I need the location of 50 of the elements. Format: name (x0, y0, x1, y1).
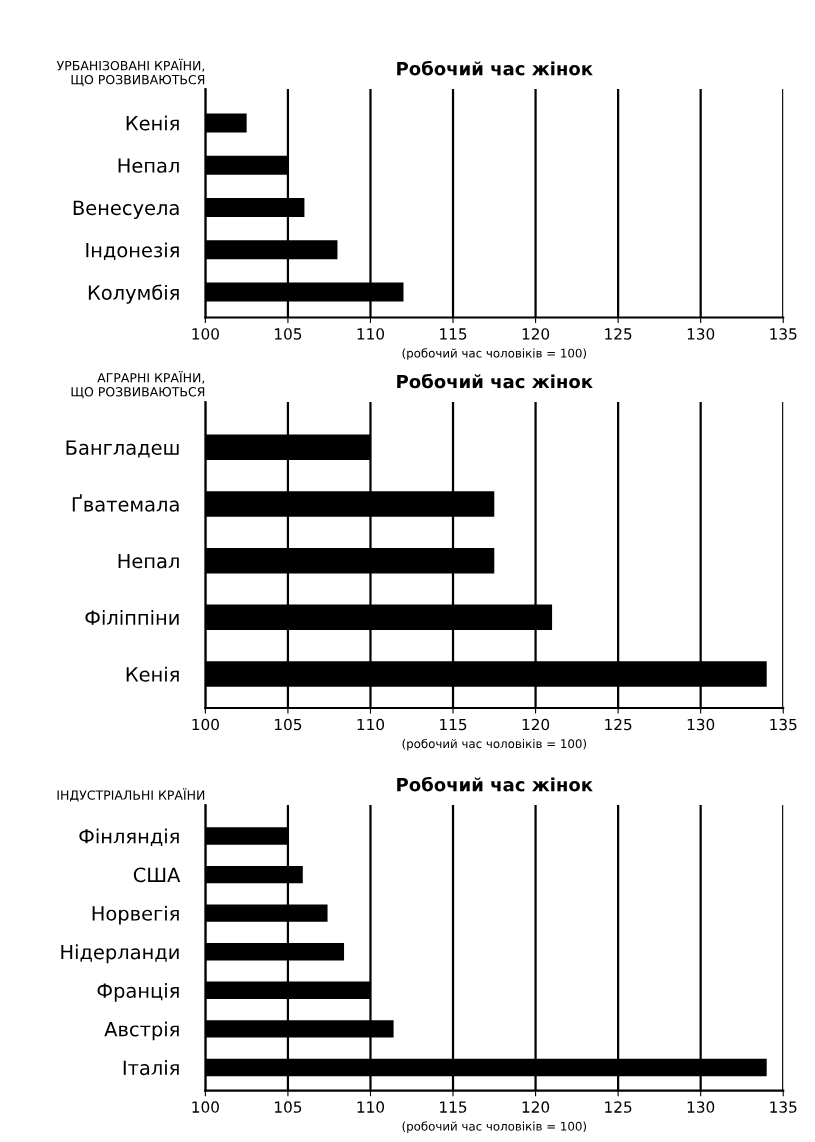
x-tick-label: 135 (770, 1101, 797, 1113)
x-tick-label: 125 (605, 718, 632, 731)
y-tick-label: Кенія (126, 666, 179, 682)
y-tick-label: Італія (123, 1060, 179, 1076)
x-tick-label: 135 (770, 328, 797, 340)
x-tick-label: 100 (192, 328, 219, 340)
x-tick-label: 125 (605, 1101, 632, 1113)
x-tick-label: 110 (357, 718, 385, 731)
x-tick-label: 120 (522, 328, 550, 340)
x-tick-label: 105 (275, 328, 302, 340)
y-tick-label: Бангладеш (66, 440, 179, 458)
y-axis-title: УРБАНІЗОВАНІ КРАЇНИ, ЩО РОЗВИВАЮТЬСЯ (56, 58, 205, 87)
x-tick-label: 130 (687, 718, 715, 731)
y-tick-label: Нідерланди (61, 944, 179, 964)
y-tick-label: США (133, 867, 181, 883)
x-tick-label: 115 (440, 718, 467, 731)
y-axis-title: ІНДУСТРІАЛЬНІ КРАЇНИ (57, 788, 205, 802)
x-tick-label: 100 (192, 718, 219, 731)
y-tick-label: Франція (97, 982, 179, 1002)
y-tick-label: Індонезія (86, 242, 179, 260)
x-tick-label: 130 (687, 328, 715, 340)
y-tick-label: Колумбія (88, 284, 179, 304)
y-tick-label: Непал (118, 158, 179, 173)
chart-title: Робочий час жінок (397, 60, 593, 76)
y-tick-label: Непал (118, 553, 179, 569)
x-tick-label: 105 (275, 718, 302, 731)
x-tick-label: 120 (522, 1101, 550, 1113)
x-tick-label: 130 (687, 1101, 715, 1113)
y-tick-label: Австрія (104, 1021, 179, 1041)
y-axis-title: АГРАРНІ КРАЇНИ, ЩО РОЗВИВАЮТЬСЯ (71, 370, 205, 399)
x-tick-label: 110 (357, 328, 385, 340)
chart-title: Робочий час жінок (397, 776, 593, 792)
x-axis-title: (робочий час чоловіків = 100) (402, 348, 587, 360)
y-tick-label: Кенія (126, 115, 179, 131)
x-tick-label: 110 (357, 1101, 385, 1113)
y-tick-label: Венесуела (73, 200, 179, 219)
y-tick-label: Норвегія (92, 905, 179, 925)
chart-title: Робочий час жінок (397, 373, 593, 389)
x-tick-label: 120 (522, 718, 550, 731)
y-tick-label: Ґватемала (72, 494, 179, 512)
x-tick-label: 135 (770, 718, 797, 731)
y-tick-label: Фінляндія (79, 828, 179, 847)
x-tick-label: 105 (275, 1101, 302, 1113)
y-tick-label: Філіппіни (85, 609, 179, 625)
x-axis-title: (робочий час чоловіків = 100) (402, 738, 587, 751)
x-axis-title: (робочий час чоловіків = 100) (402, 1121, 587, 1133)
x-tick-label: 125 (605, 328, 632, 340)
x-tick-label: 115 (440, 1101, 467, 1113)
x-tick-label: 100 (192, 1101, 219, 1113)
x-tick-label: 115 (440, 328, 467, 340)
